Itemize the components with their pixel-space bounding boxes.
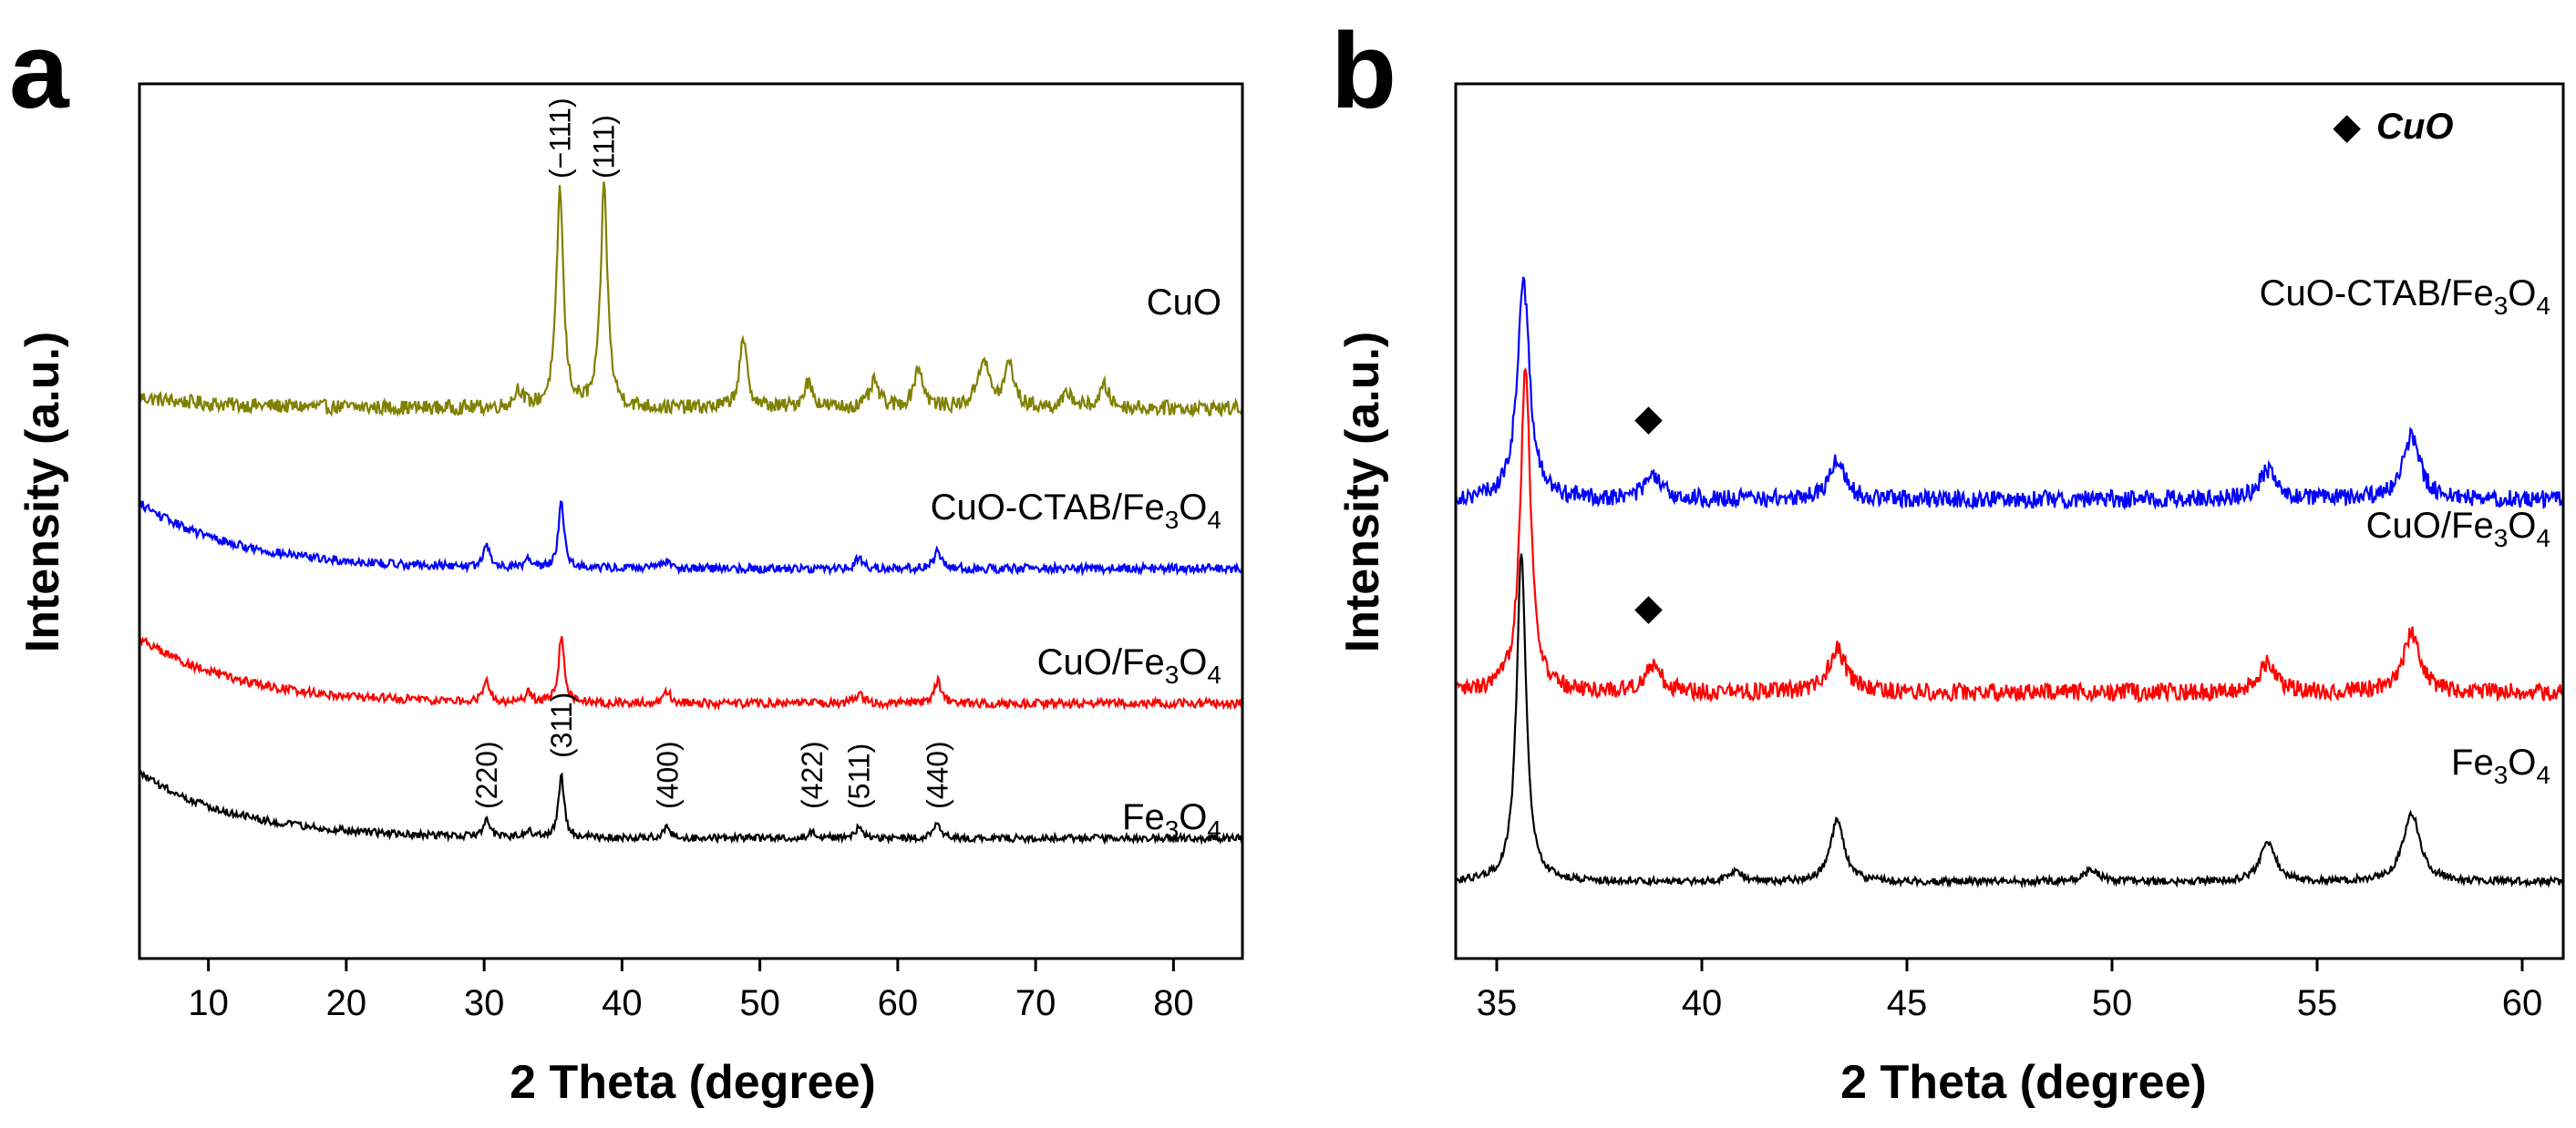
panel-a-x-tick-label: 30 [464, 983, 505, 1023]
legend-marker-icon: ◆ [2333, 107, 2361, 147]
series-line-a_cuo [138, 181, 1244, 418]
series-line-b_ctab [1454, 276, 2564, 511]
panel-b-frame [1454, 82, 2565, 960]
legend-label: CuO [2376, 107, 2453, 147]
panel-a-x-tick-label: 20 [326, 983, 367, 1023]
panel-a-x-tick-label: 10 [188, 983, 229, 1023]
series-label-a_ctab: CuO-CTAB/Fe3O4 [931, 487, 1221, 534]
panel-a-x-tick-label: 60 [878, 983, 919, 1023]
panel-a-series-labels: CuO CuO-CTAB/Fe3O4 CuO/Fe3O4 Fe3O4 (−111) (11… [470, 97, 1221, 844]
peak-label-1: (111) [588, 115, 621, 179]
peak-label-5: (422) [796, 741, 829, 809]
panel-a: a Intensity (a.u.) 2 Theta (degree) CuOC… [9, 11, 1244, 1109]
series-line-a_ctab [139, 499, 1244, 577]
panel-b-y-axis-title: Intensity (a.u.) [1336, 332, 1389, 652]
peak-label-0: (−111) [543, 97, 576, 179]
panel-a-frame [138, 82, 1244, 960]
panel-a-x-tick-label: 70 [1015, 983, 1056, 1023]
panel-b-letter: b [1331, 11, 1396, 131]
panel-a-x-tick-label: 40 [602, 983, 643, 1023]
series-label-b_ctab: CuO-CTAB/Fe3O4 [2260, 273, 2550, 320]
series-line-b_cuofe [1455, 366, 2565, 704]
series-label-a_cuofe: CuO/Fe3O4 [1037, 642, 1221, 689]
peak-label-7: (440) [922, 741, 954, 809]
panel-b-plot-area [1454, 276, 2565, 889]
panel-b: b Intensity (a.u.) 2 Theta (degree) CuO-… [1331, 11, 2565, 1109]
panel-b-x-tick-label: 60 [2502, 983, 2543, 1023]
panel-b-series-labels: CuO-CTAB/Fe3O4 CuO/Fe3O4 Fe3O4 ◆ ◆ [1634, 273, 2550, 789]
panel-b-x-ticks: 35 40 45 50 55 60 [1477, 959, 2543, 1023]
panel-a-x-axis-title: 2 Theta (degree) [510, 1056, 876, 1109]
panel-a-x-tick-label: 80 [1153, 983, 1194, 1023]
panel-a-plot-area [138, 181, 1244, 846]
panel-b-legend: ◆ CuO [2333, 107, 2453, 147]
panel-b-x-tick-label: 40 [1682, 983, 1723, 1023]
peak-label-6: (511) [843, 743, 876, 809]
panel-b-x-tick-label: 50 [2092, 983, 2133, 1023]
panel-a-letter: a [9, 11, 70, 131]
series-label-b_fe: Fe3O4 [2451, 743, 2550, 789]
series-line-a_fe [139, 770, 1243, 846]
panel-a-x-tick-label: 50 [739, 983, 780, 1023]
panel-b-x-axis-title: 2 Theta (degree) [1840, 1056, 2207, 1109]
series-label-a_fe: Fe3O4 [1122, 797, 1221, 844]
panel-b-x-tick-label: 45 [1887, 983, 1928, 1023]
peak-label-2: (220) [470, 741, 503, 809]
peak-label-3: (311) [545, 692, 578, 758]
series-label-b_cuofe: CuO/Fe3O4 [2366, 506, 2550, 552]
series-label-a_cuo: CuO [1147, 282, 1221, 323]
panel-a-y-axis-title: Intensity (a.u.) [16, 332, 69, 652]
series-line-b_fe [1454, 553, 2564, 889]
panel-a-x-ticks: 10 20 30 40 50 60 70 80 [188, 959, 1194, 1023]
series-line-a_cuofe [138, 635, 1243, 712]
peak-label-4: (400) [651, 741, 684, 809]
cuo-marker-icon: ◆ [1634, 398, 1663, 438]
panel-b-x-tick-label: 35 [1477, 983, 1518, 1023]
cuo-marker-icon: ◆ [1634, 588, 1663, 628]
panel-b-x-tick-label: 55 [2297, 983, 2338, 1023]
